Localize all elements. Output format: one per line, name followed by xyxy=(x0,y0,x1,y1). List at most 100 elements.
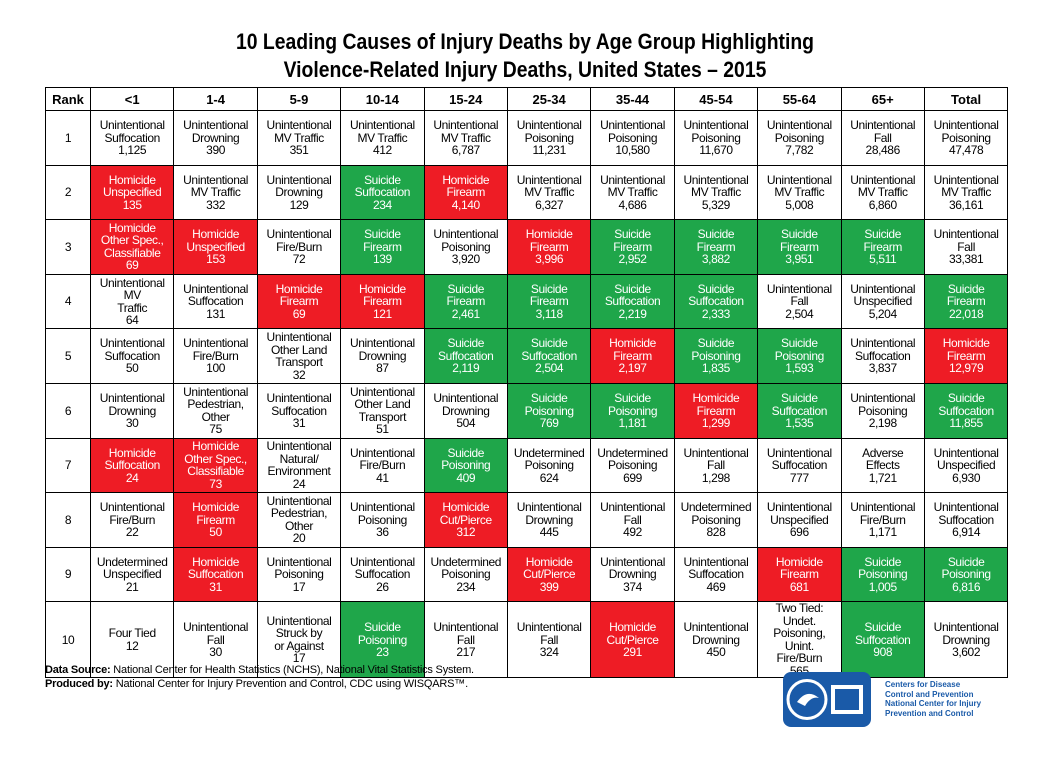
cell: Suicide Firearm 3,118 xyxy=(506,273,592,330)
produced-by: Produced by: National Center for Injury … xyxy=(45,678,468,690)
cause: Suicide Firearm xyxy=(446,281,486,309)
count: 312 xyxy=(456,525,476,540)
cell: Unintentional Drowning 450 xyxy=(673,601,759,679)
cause: Suicide Firearm xyxy=(363,227,402,254)
cell: Unintentional Drowning 3,602 xyxy=(923,601,1009,679)
cell: Unintentional Fall 30 xyxy=(173,601,258,679)
cause: Suicide Poisoning xyxy=(941,554,992,582)
cell: Suicide Firearm 5,511 xyxy=(840,219,925,275)
cause: Homicide Firearm xyxy=(942,336,990,363)
count: 1,299 xyxy=(701,416,730,431)
cause: Unintentional Drowning xyxy=(683,620,749,647)
count: 33,381 xyxy=(948,252,984,267)
cell: Unintentional Struck by or Against 17 xyxy=(256,601,342,679)
cell: Suicide Suffocation 1,535 xyxy=(757,382,842,439)
count: 87 xyxy=(376,361,389,376)
cell: Undetermined Unspecified 21 xyxy=(89,546,175,603)
cell: Unintentional Fall 28,486 xyxy=(840,110,925,166)
cause: Unintentional Pedestrian, Other xyxy=(266,493,332,533)
count: 399 xyxy=(539,579,559,594)
cause: Unintentional Poisoning xyxy=(933,118,999,145)
count: 6,914 xyxy=(952,525,981,540)
cell: Undetermined Poisoning 828 xyxy=(673,492,759,548)
cell: Suicide Poisoning 1,005 xyxy=(840,546,925,603)
count: 217 xyxy=(456,645,476,660)
count: 699 xyxy=(623,470,642,485)
row: 7 Homicide Suffocation 24 Homicide Other Sp… xyxy=(45,437,1009,494)
count: 31 xyxy=(292,416,306,431)
count: 1,835 xyxy=(701,361,730,376)
count: 2,219 xyxy=(618,306,647,321)
cause: Homicide Firearm xyxy=(525,227,573,254)
cause: Homicide Firearm xyxy=(275,281,323,309)
cell: Unintentional Drowning 30 xyxy=(89,382,175,439)
cell: Unintentional Suffocation 26 xyxy=(340,546,425,603)
cell: Undetermined Poisoning 234 xyxy=(423,546,508,603)
cause: Suicide Poisoning xyxy=(441,445,491,473)
cause: Unintentional Suffocation xyxy=(683,554,749,582)
cause: Unintentional MV Traffic xyxy=(766,172,832,200)
count: 409 xyxy=(456,470,476,485)
column-header: 45-54 xyxy=(673,87,759,111)
cause: Unintentional Poisoning xyxy=(850,391,916,418)
cause: Unintentional Drowning xyxy=(99,391,165,418)
cell: Unintentional Poisoning 2,198 xyxy=(840,382,925,439)
count: 1,171 xyxy=(868,525,897,540)
count: 374 xyxy=(623,579,642,594)
cause: Homicide Cut/Pierce xyxy=(439,500,492,527)
cell: Unintentional Other Land Transport 51 xyxy=(340,382,425,439)
cause: Unintentional MV Traffic xyxy=(433,118,499,145)
cause: Homicide Cut/Pierce xyxy=(523,554,576,582)
count: 69 xyxy=(125,258,139,273)
count: 12,979 xyxy=(948,361,984,376)
count: 31 xyxy=(209,579,222,594)
count: 1,593 xyxy=(785,361,814,376)
rank: 7 xyxy=(45,437,91,494)
count: 324 xyxy=(539,645,559,660)
data-source: Data Source: National Center for Health … xyxy=(45,664,474,676)
cell: Homicide Suffocation 31 xyxy=(173,546,258,603)
cell: Unintentional Fire/Burn 1,171 xyxy=(840,492,925,548)
cause: Unintentional Suffocation xyxy=(99,118,165,145)
count: 6,327 xyxy=(535,197,564,212)
cell: Unintentional Drowning 129 xyxy=(256,164,342,221)
count: 390 xyxy=(206,143,225,158)
count: 234 xyxy=(456,579,476,594)
cause: Unintentional Poisoning xyxy=(266,554,332,582)
count: 23 xyxy=(376,645,389,660)
count: 3,882 xyxy=(701,252,730,267)
count: 73 xyxy=(209,476,222,491)
produced-text: National Center for Injury Prevention an… xyxy=(112,678,468,690)
cell: Unintentional Drowning 445 xyxy=(506,492,592,548)
row: 9 Undetermined Unspecified 21 Homicide Suff… xyxy=(45,546,1009,603)
cause: Unintentional Fire/Burn xyxy=(850,500,916,527)
cause: Unintentional Poisoning xyxy=(766,118,832,145)
row: 8 Unintentional Fire/Burn 22 Homicide Firea… xyxy=(45,492,1009,548)
cause: Unintentional Unspecified xyxy=(766,500,832,527)
cell: Unintentional Poisoning 17 xyxy=(256,546,342,603)
cause: Homicide Firearm xyxy=(775,554,823,582)
count: 6,787 xyxy=(451,143,480,158)
cause: Unintentional Fall xyxy=(433,620,499,647)
row: 6 Unintentional Drowning 30 Unintentional P… xyxy=(45,382,1009,439)
cell: Homicide Cut/Pierce 312 xyxy=(423,492,508,548)
count: 450 xyxy=(706,645,726,660)
row: 3 Homicide Other Spec., Classifiable 69 Hom… xyxy=(45,219,1009,275)
cell: Unintentional MV Traffic 412 xyxy=(340,110,425,166)
count: 6,930 xyxy=(952,470,981,485)
count: 135 xyxy=(122,197,142,212)
cell: Suicide Poisoning 1,593 xyxy=(757,328,842,384)
cell: Homicide Firearm 50 xyxy=(173,492,258,548)
cause: Adverse Effects xyxy=(862,445,904,473)
cell: Unintentional Suffocation 469 xyxy=(673,546,759,603)
count: 30 xyxy=(125,416,139,431)
cell: Adverse Effects 1,721 xyxy=(840,437,925,494)
column-header: 25-34 xyxy=(506,87,592,111)
cause: Unintentional Unspecified xyxy=(850,281,916,309)
count: 777 xyxy=(789,470,809,485)
cause: Unintentional MV Traffic xyxy=(266,118,332,145)
cdc-logo xyxy=(783,672,871,727)
count: 681 xyxy=(789,579,809,594)
count: 1,535 xyxy=(785,416,814,431)
cell: Unintentional Pedestrian, Other 20 xyxy=(256,492,342,548)
